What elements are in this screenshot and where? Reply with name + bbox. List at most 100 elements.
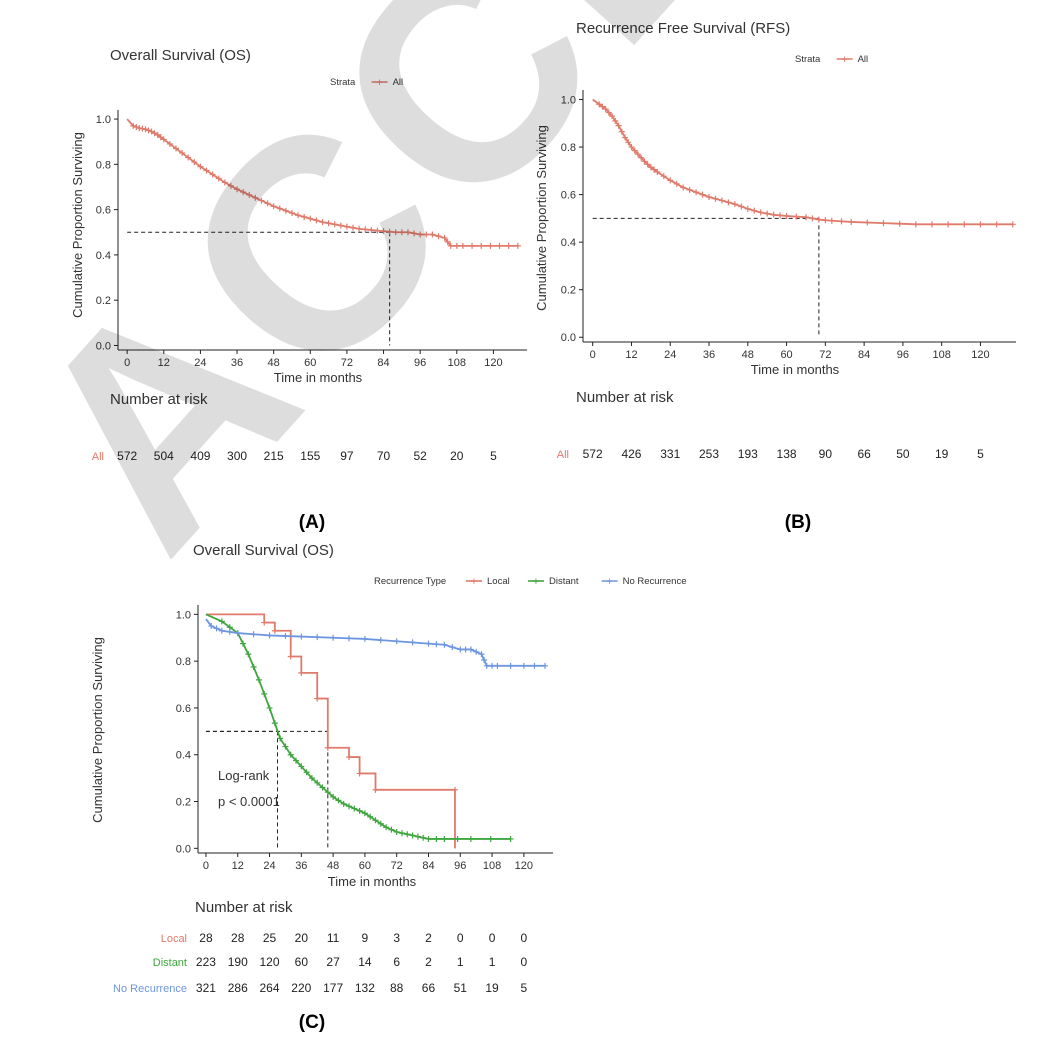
censor-mark <box>667 177 674 184</box>
risk-cell: 409 <box>190 449 210 463</box>
censor-mark <box>520 662 527 669</box>
censor-mark <box>298 763 305 770</box>
risk-cell: 0 <box>521 931 528 945</box>
censor-mark <box>770 211 777 218</box>
censor-mark <box>356 770 363 777</box>
risk-cell: 1 <box>457 955 464 969</box>
risk-cell: 90 <box>819 447 833 461</box>
series-all <box>126 118 521 249</box>
censor-mark <box>686 186 693 193</box>
censor-mark <box>282 207 289 214</box>
censor-mark <box>751 207 758 214</box>
risk-cell: 88 <box>390 981 404 995</box>
legend-entry-label: Distant <box>549 576 579 587</box>
risk-cell: 264 <box>260 981 280 995</box>
y-tick-label: 0.4 <box>176 750 191 762</box>
series-all <box>592 98 1016 228</box>
censor-mark <box>179 150 186 157</box>
censor-mark <box>864 219 871 226</box>
censor-mark <box>809 215 816 222</box>
censor-mark <box>215 175 222 182</box>
x-tick-label: 96 <box>897 349 909 361</box>
x-tick-label: 72 <box>341 357 353 369</box>
risk-table-title: Number at risk <box>195 899 293 916</box>
x-tick-label: 48 <box>742 349 754 361</box>
censor-mark <box>377 820 384 827</box>
censor-mark <box>314 695 321 702</box>
censor-mark <box>880 220 887 227</box>
risk-cell: 2 <box>425 955 432 969</box>
censor-mark <box>505 242 512 249</box>
risk-cell: 50 <box>896 447 910 461</box>
risk-cell: 51 <box>454 981 468 995</box>
legend-title: Strata <box>330 77 356 88</box>
censor-mark <box>693 189 700 196</box>
x-tick-label: 120 <box>515 860 533 872</box>
annotation-line-2: p < 0.0001 <box>218 794 280 809</box>
censor-mark <box>293 757 300 764</box>
x-tick-label: 12 <box>625 349 637 361</box>
survival-curve <box>205 618 546 667</box>
risk-cell: 5 <box>521 981 528 995</box>
risk-cell: 215 <box>264 449 284 463</box>
censor-mark <box>221 179 228 186</box>
censor-mark <box>738 203 745 210</box>
censor-mark <box>185 154 192 161</box>
risk-cell: 25 <box>263 931 277 945</box>
censor-mark <box>912 221 919 228</box>
censor-mark <box>234 186 241 193</box>
risk-cell: 0 <box>489 931 496 945</box>
censor-mark <box>335 797 342 804</box>
censor-mark <box>467 835 474 842</box>
y-tick-label: 1.0 <box>96 114 111 126</box>
panel-label: (A) <box>299 512 325 533</box>
y-tick-label: 1.0 <box>176 609 191 621</box>
censor-mark <box>197 163 204 170</box>
risk-table: Number at risk All 572 426 331 253 193 138 90 66 5… <box>557 389 984 461</box>
censor-mark <box>298 669 305 676</box>
censor-mark <box>453 242 460 249</box>
censor-mark <box>314 779 321 786</box>
risk-cell: 572 <box>117 449 137 463</box>
y-tick-label: 0.6 <box>561 190 576 202</box>
censor-mark <box>444 238 451 245</box>
censor-mark <box>945 221 952 228</box>
risk-cell: 572 <box>583 447 603 461</box>
series-distant <box>205 613 514 842</box>
censor-mark <box>356 225 363 232</box>
censor-mark <box>277 735 284 742</box>
censor-mark <box>287 653 294 660</box>
x-tick-label: 108 <box>448 357 466 369</box>
censor-mark <box>324 789 331 796</box>
censor-mark <box>133 123 140 130</box>
risk-table-title: Number at risk <box>576 389 674 406</box>
y-tick-label: 0.4 <box>561 237 576 249</box>
x-tick-label: 36 <box>231 357 243 369</box>
risk-row-label: Distant <box>153 957 187 969</box>
x-tick-label: 84 <box>422 860 434 872</box>
legend-key-marker: + <box>533 576 539 588</box>
survival-curve <box>592 98 1013 226</box>
risk-cell: 132 <box>355 981 375 995</box>
y-tick-label: 0.2 <box>561 285 576 297</box>
legend-key-marker: + <box>841 54 847 66</box>
risk-cell: 0 <box>457 931 464 945</box>
censor-mark <box>896 220 903 227</box>
risk-cell: 28 <box>199 931 213 945</box>
censor-mark <box>409 832 416 839</box>
censor-mark <box>142 126 149 133</box>
x-tick-label: 24 <box>263 860 275 872</box>
legend-title: Strata <box>795 54 821 65</box>
censor-mark <box>307 215 314 222</box>
x-tick-label: 0 <box>124 357 130 369</box>
censor-mark <box>388 826 395 833</box>
censor-mark <box>596 101 603 108</box>
risk-cell: 2 <box>425 931 432 945</box>
censor-mark <box>961 221 968 228</box>
censor-mark <box>712 195 719 202</box>
censor-mark <box>599 103 606 110</box>
censor-mark <box>240 640 247 647</box>
censor-mark <box>303 769 310 776</box>
censor-mark <box>350 224 357 231</box>
